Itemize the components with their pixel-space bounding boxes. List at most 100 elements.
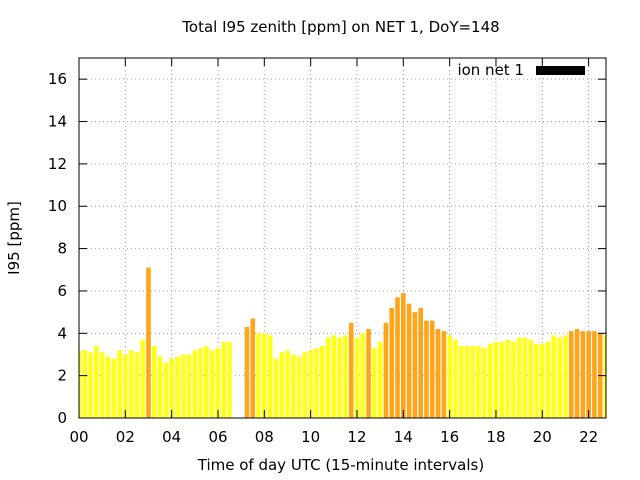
bar bbox=[435, 329, 441, 418]
bar bbox=[464, 346, 470, 418]
x-tick-label: 00 bbox=[69, 428, 88, 446]
legend-swatch bbox=[536, 66, 585, 75]
bar bbox=[215, 348, 221, 418]
bar bbox=[424, 320, 429, 418]
bar bbox=[180, 354, 186, 418]
x-axis-label: Time of day UTC (15-minute intervals) bbox=[197, 456, 484, 474]
x-axis-ticks: 00 02 04 06 08 10 12 14 16 18 20 22 bbox=[69, 58, 598, 446]
bar bbox=[470, 346, 476, 418]
bar bbox=[406, 303, 412, 418]
bar bbox=[123, 354, 128, 418]
bar bbox=[429, 320, 435, 418]
bar bbox=[511, 341, 516, 418]
bar bbox=[94, 346, 99, 418]
bar bbox=[534, 343, 539, 418]
y-tick-label: 8 bbox=[57, 240, 67, 258]
bar bbox=[522, 337, 528, 418]
x-tick-label: 12 bbox=[347, 428, 366, 446]
bar bbox=[325, 337, 331, 418]
y-tick-label: 0 bbox=[57, 409, 67, 427]
bar bbox=[505, 339, 510, 418]
bar bbox=[563, 335, 568, 418]
bar bbox=[476, 346, 481, 418]
bar bbox=[296, 356, 302, 418]
bar bbox=[134, 352, 140, 418]
bar bbox=[128, 350, 134, 418]
bar bbox=[314, 348, 319, 418]
x-tick-label: 04 bbox=[162, 428, 181, 446]
bar bbox=[366, 329, 371, 418]
bar bbox=[198, 348, 203, 418]
bars bbox=[79, 267, 606, 418]
bar bbox=[516, 337, 522, 418]
bar bbox=[221, 341, 227, 418]
bar bbox=[79, 350, 82, 418]
bar bbox=[354, 337, 360, 418]
bar bbox=[487, 343, 493, 418]
y-tick-label: 10 bbox=[48, 197, 67, 215]
bar bbox=[395, 297, 400, 418]
x-tick-label: 16 bbox=[440, 428, 459, 446]
bar bbox=[586, 331, 591, 418]
bar bbox=[209, 350, 215, 418]
bar bbox=[140, 339, 146, 418]
bar bbox=[117, 350, 122, 418]
bar bbox=[551, 335, 557, 418]
bar bbox=[192, 350, 198, 418]
bar bbox=[499, 341, 505, 418]
bar bbox=[169, 358, 174, 418]
bar bbox=[377, 341, 383, 418]
chart-title: Total I95 zenith [ppm] on NET 1, DoY=148 bbox=[181, 18, 499, 36]
bar bbox=[302, 352, 308, 418]
axes bbox=[78, 57, 607, 419]
bar bbox=[319, 346, 325, 418]
bar bbox=[389, 307, 395, 418]
bar bbox=[163, 362, 169, 418]
bar bbox=[105, 356, 111, 418]
bar bbox=[400, 293, 406, 418]
legend-label: ion net 1 bbox=[457, 61, 524, 79]
bar bbox=[580, 331, 586, 418]
bar bbox=[262, 333, 267, 418]
bar bbox=[99, 352, 105, 418]
bar bbox=[227, 341, 232, 418]
bar bbox=[204, 346, 209, 418]
bar bbox=[343, 335, 348, 418]
bar bbox=[244, 326, 250, 418]
bar bbox=[493, 341, 499, 418]
plot-frame bbox=[78, 57, 607, 419]
bar bbox=[528, 339, 534, 418]
y-axis-label: I95 [ppm] bbox=[5, 201, 23, 275]
bar bbox=[412, 312, 418, 418]
bar bbox=[151, 346, 157, 418]
bar bbox=[360, 333, 366, 418]
bar bbox=[603, 335, 606, 418]
x-tick-label: 02 bbox=[116, 428, 135, 446]
x-tick-label: 06 bbox=[208, 428, 227, 446]
bar bbox=[256, 333, 261, 418]
y-tick-label: 12 bbox=[48, 155, 67, 173]
bar bbox=[383, 322, 389, 418]
bar bbox=[88, 352, 93, 418]
y-tick-label: 6 bbox=[57, 282, 67, 300]
bar bbox=[574, 329, 580, 418]
y-tick-label: 16 bbox=[48, 70, 67, 88]
bar bbox=[545, 341, 551, 418]
bar bbox=[279, 352, 285, 418]
bar bbox=[592, 331, 597, 418]
legend: ion net 1 bbox=[457, 61, 585, 79]
bar bbox=[111, 358, 117, 418]
y-tick-label: 4 bbox=[57, 324, 67, 342]
bar bbox=[372, 348, 377, 418]
bar bbox=[557, 337, 562, 418]
x-tick-label: 14 bbox=[394, 428, 413, 446]
bar bbox=[285, 350, 290, 418]
bar bbox=[441, 331, 447, 418]
bar bbox=[267, 335, 273, 418]
bar bbox=[337, 337, 342, 418]
bar bbox=[447, 335, 452, 418]
y-tick-label: 14 bbox=[48, 113, 67, 131]
x-tick-label: 20 bbox=[533, 428, 552, 446]
bar bbox=[186, 354, 192, 418]
